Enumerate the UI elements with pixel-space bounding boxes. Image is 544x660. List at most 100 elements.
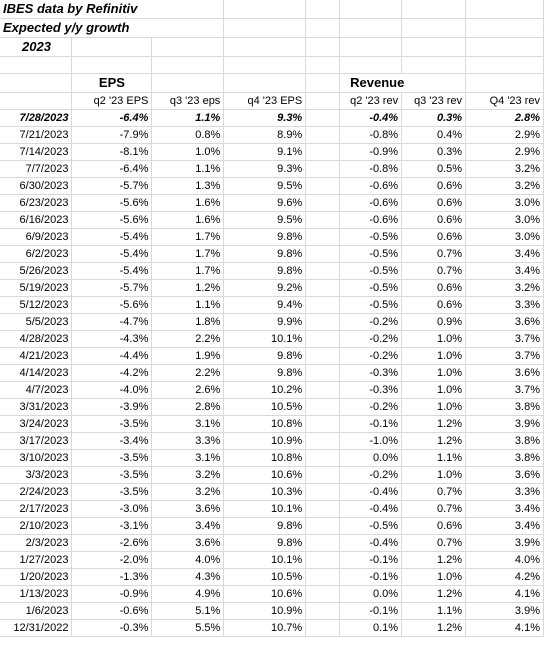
row-date[interactable]: 2/10/2023	[0, 517, 73, 535]
empty-cell[interactable]	[465, 56, 544, 74]
cell-q3-rev[interactable]: 0.6%	[401, 279, 467, 297]
cell-q4-rev[interactable]: 3.3%	[465, 296, 544, 314]
cell-q4-rev[interactable]: 3.6%	[465, 466, 544, 484]
cell-q4-eps[interactable]: 9.3%	[223, 160, 307, 178]
cell-q3-eps[interactable]: 2.2%	[151, 330, 225, 348]
cell-q3-eps[interactable]: 3.2%	[151, 483, 225, 501]
cell-q2-eps[interactable]: -4.7%	[71, 313, 153, 331]
cell-q2-rev[interactable]: -0.5%	[339, 517, 403, 535]
cell-q3-eps[interactable]: 1.7%	[151, 262, 225, 280]
cell-q2-eps[interactable]: -6.4%	[71, 160, 153, 178]
cell-q4-rev[interactable]: 4.1%	[465, 619, 544, 637]
cell-q2-eps[interactable]: -3.9%	[71, 398, 153, 416]
cell-q4-rev[interactable]: 3.7%	[465, 330, 544, 348]
cell-q4-rev[interactable]: 3.4%	[465, 500, 544, 518]
cell-q2-rev[interactable]: 0.1%	[339, 619, 403, 637]
cell-q2-eps[interactable]: -3.5%	[71, 483, 153, 501]
empty-cell[interactable]	[305, 347, 341, 365]
empty-cell[interactable]	[339, 18, 403, 38]
cell-q2-rev[interactable]: -0.4%	[339, 534, 403, 552]
cell-q3-rev[interactable]: 1.0%	[401, 381, 467, 399]
highlight-q2-rev[interactable]: -0.4%	[339, 109, 403, 127]
cell-q2-rev[interactable]: -0.8%	[339, 126, 403, 144]
cell-q3-eps[interactable]: 2.6%	[151, 381, 225, 399]
cell-q4-rev[interactable]: 3.6%	[465, 364, 544, 382]
empty-cell[interactable]	[465, 0, 544, 19]
row-date[interactable]: 5/26/2023	[0, 262, 73, 280]
cell-q4-eps[interactable]: 10.5%	[223, 398, 307, 416]
empty-cell[interactable]	[223, 56, 307, 74]
cell-q3-eps[interactable]: 3.2%	[151, 466, 225, 484]
empty-cell[interactable]	[151, 37, 225, 57]
cell-q4-rev[interactable]: 3.8%	[465, 449, 544, 467]
empty-cell[interactable]	[305, 483, 341, 501]
empty-cell[interactable]	[305, 56, 341, 74]
row-date[interactable]: 2/17/2023	[0, 500, 73, 518]
empty-cell[interactable]	[305, 551, 341, 569]
empty-cell[interactable]	[401, 0, 467, 19]
cell-q3-rev[interactable]: 0.7%	[401, 245, 467, 263]
empty-cell[interactable]	[305, 228, 341, 246]
cell-q2-rev[interactable]: -0.1%	[339, 568, 403, 586]
empty-cell[interactable]	[0, 73, 73, 93]
cell-q4-rev[interactable]: 3.4%	[465, 262, 544, 280]
cell-q3-rev[interactable]: 1.0%	[401, 398, 467, 416]
cell-q3-rev[interactable]: 0.3%	[401, 143, 467, 161]
cell-q3-rev[interactable]: 1.2%	[401, 432, 467, 450]
empty-cell[interactable]	[305, 37, 341, 57]
cell-q3-eps[interactable]: 4.0%	[151, 551, 225, 569]
cell-q4-eps[interactable]: 9.8%	[223, 347, 307, 365]
cell-q3-rev[interactable]: 1.0%	[401, 347, 467, 365]
cell-q2-rev[interactable]: 0.0%	[339, 449, 403, 467]
cell-q2-rev[interactable]: 0.0%	[339, 585, 403, 603]
cell-q4-rev[interactable]: 4.0%	[465, 551, 544, 569]
cell-q2-eps[interactable]: -4.3%	[71, 330, 153, 348]
row-date[interactable]: 6/9/2023	[0, 228, 73, 246]
empty-cell[interactable]	[305, 364, 341, 382]
empty-cell[interactable]	[305, 245, 341, 263]
header-q2-rev[interactable]: q2 '23 rev	[339, 92, 403, 110]
cell-q2-rev[interactable]: -0.3%	[339, 364, 403, 382]
cell-q3-rev[interactable]: 0.4%	[401, 126, 467, 144]
cell-q3-rev[interactable]: 0.9%	[401, 313, 467, 331]
cell-q3-rev[interactable]: 1.2%	[401, 585, 467, 603]
cell-q4-rev[interactable]: 3.9%	[465, 534, 544, 552]
empty-cell[interactable]	[305, 296, 341, 314]
cell-q2-rev[interactable]: -0.1%	[339, 551, 403, 569]
row-date[interactable]: 1/13/2023	[0, 585, 73, 603]
cell-q2-rev[interactable]: -0.6%	[339, 177, 403, 195]
cell-q3-eps[interactable]: 1.2%	[151, 279, 225, 297]
cell-q2-eps[interactable]: -3.1%	[71, 517, 153, 535]
cell-q4-eps[interactable]: 10.1%	[223, 330, 307, 348]
cell-q3-rev[interactable]: 1.2%	[401, 619, 467, 637]
cell-q3-rev[interactable]: 1.0%	[401, 364, 467, 382]
empty-cell[interactable]	[305, 177, 341, 195]
empty-cell[interactable]	[305, 211, 341, 229]
cell-q4-rev[interactable]: 4.2%	[465, 568, 544, 586]
empty-cell[interactable]	[151, 73, 225, 93]
cell-q2-eps[interactable]: -4.0%	[71, 381, 153, 399]
empty-cell[interactable]	[305, 415, 341, 433]
cell-q3-rev[interactable]: 0.5%	[401, 160, 467, 178]
cell-q2-rev[interactable]: -0.1%	[339, 602, 403, 620]
cell-q4-eps[interactable]: 9.5%	[223, 211, 307, 229]
row-date[interactable]: 7/14/2023	[0, 143, 73, 161]
cell-q2-rev[interactable]: -0.5%	[339, 296, 403, 314]
header-q4-rev[interactable]: Q4 '23 rev	[465, 92, 544, 110]
empty-cell[interactable]	[223, 0, 307, 19]
empty-cell[interactable]	[305, 92, 341, 110]
header-q4-eps[interactable]: q4 '23 EPS	[223, 92, 307, 110]
cell-q3-eps[interactable]: 1.1%	[151, 160, 225, 178]
header-q3-eps[interactable]: q3 '23 eps	[151, 92, 225, 110]
empty-cell[interactable]	[305, 568, 341, 586]
cell-q2-rev[interactable]: -0.8%	[339, 160, 403, 178]
header-q3-rev[interactable]: q3 '23 rev	[401, 92, 467, 110]
cell-q3-rev[interactable]: 1.2%	[401, 551, 467, 569]
cell-q2-eps[interactable]: -0.3%	[71, 619, 153, 637]
cell-q4-eps[interactable]: 9.5%	[223, 177, 307, 195]
cell-q4-rev[interactable]: 3.2%	[465, 279, 544, 297]
empty-cell[interactable]	[305, 602, 341, 620]
row-date[interactable]: 4/28/2023	[0, 330, 73, 348]
cell-q2-rev[interactable]: -0.5%	[339, 262, 403, 280]
cell-q2-eps[interactable]: -4.4%	[71, 347, 153, 365]
